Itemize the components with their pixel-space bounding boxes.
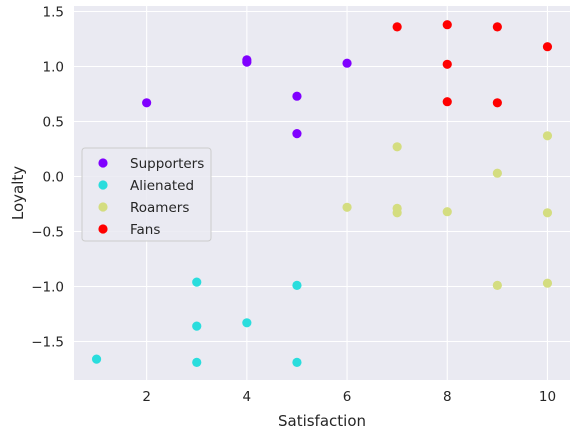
x-tick-label: 2	[142, 389, 151, 405]
point-roamers	[392, 208, 402, 218]
point-supporters	[292, 129, 302, 139]
data-points	[91, 20, 553, 367]
x-axis-title: Satisfaction	[278, 412, 366, 430]
point-roamers	[542, 208, 553, 218]
point-supporters	[342, 58, 352, 68]
point-roamers	[542, 278, 553, 288]
point-fans	[392, 22, 402, 32]
legend-label-roamers: Roamers	[130, 200, 189, 216]
point-roamers	[442, 207, 452, 217]
point-alienated	[242, 318, 252, 328]
point-roamers	[392, 142, 402, 152]
point-roamers	[492, 280, 502, 290]
point-fans	[492, 22, 502, 32]
point-supporters	[142, 98, 152, 108]
y-tick-label: −1.0	[31, 280, 64, 296]
y-tick-label: 1.0	[43, 60, 64, 76]
legend-marker-alienated	[98, 180, 108, 190]
point-alienated	[192, 277, 202, 287]
x-tick-label: 10	[539, 389, 556, 405]
legend-marker-roamers	[98, 202, 108, 212]
point-alienated	[292, 357, 302, 367]
point-fans	[442, 59, 452, 69]
legend: Supporters Alienated Roamers Fans	[81, 147, 212, 242]
legend-label-alienated: Alienated	[130, 178, 194, 194]
legend-box	[81, 147, 212, 242]
tick-labels: 2 4 6 8 10 −1.5 −1.0 −0.5 0.0 0.5 1.0 1.5	[31, 5, 556, 406]
legend-marker-supporters	[98, 158, 108, 168]
y-tick-label: 1.5	[43, 5, 64, 21]
point-fans	[442, 97, 452, 107]
y-axis-title: Loyalty	[9, 166, 27, 220]
point-roamers	[542, 131, 553, 141]
y-tick-label: 0.5	[43, 115, 64, 131]
point-alienated	[91, 354, 102, 364]
point-roamers	[342, 202, 352, 212]
point-supporters	[242, 57, 252, 67]
y-tick-label: −1.5	[31, 335, 64, 351]
legend-label-supporters: Supporters	[130, 156, 204, 172]
point-alienated	[192, 357, 202, 367]
point-fans	[542, 42, 553, 52]
x-tick-label: 8	[443, 389, 452, 405]
point-fans	[442, 20, 452, 30]
point-alienated	[292, 280, 302, 290]
point-roamers	[492, 168, 502, 178]
y-tick-label: −0.5	[31, 225, 64, 241]
point-alienated	[192, 321, 202, 331]
legend-marker-fans	[98, 224, 108, 234]
x-tick-label: 4	[243, 389, 252, 405]
x-tick-label: 6	[343, 389, 352, 405]
y-tick-label: 0.0	[43, 170, 64, 186]
point-fans	[492, 98, 502, 108]
legend-label-fans: Fans	[130, 222, 160, 238]
point-supporters	[292, 91, 302, 101]
